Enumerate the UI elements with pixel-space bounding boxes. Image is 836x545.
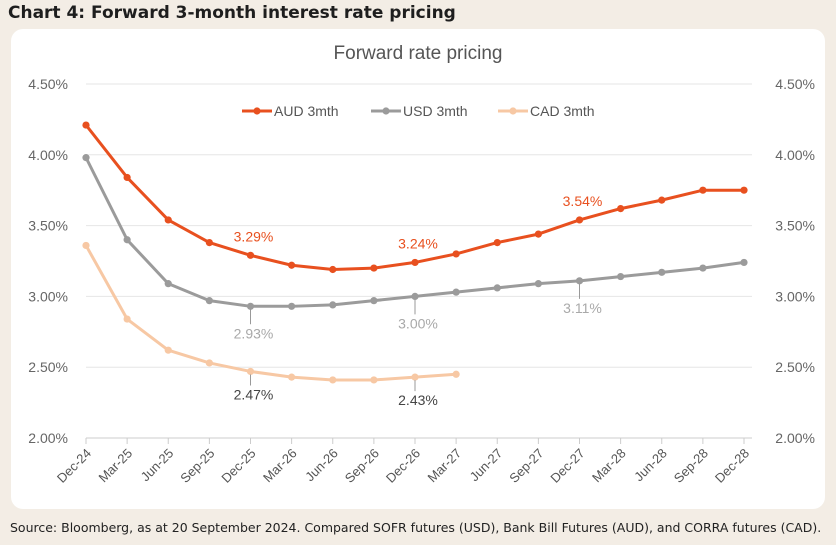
x-tick-label: Jun-27 (467, 446, 506, 485)
data-labels: 3.29% 3.24% 3.54% 2.93% 3.00% 3.11% 2.47% 2.43% (234, 193, 603, 408)
legend-label-aud: AUD 3mth (274, 103, 339, 119)
legend-marker-cad (509, 107, 517, 115)
data-point-aud (82, 121, 90, 129)
data-point-usd (411, 292, 419, 300)
y-tick-label-right: 4.50% (775, 76, 815, 92)
x-tick-label: Sep-28 (671, 446, 711, 486)
data-label-usd: 2.93% (234, 325, 274, 341)
chart-title: Forward rate pricing (334, 43, 503, 64)
data-point-usd (205, 297, 213, 305)
data-point-aud (493, 238, 501, 247)
data-point-usd (288, 302, 296, 310)
data-point-cad (82, 241, 90, 250)
data-point-cad (123, 315, 131, 323)
data-point-usd (123, 236, 131, 244)
data-point-usd (534, 280, 542, 288)
data-point-aud (740, 186, 748, 194)
source-note: Source: Bloomberg, as at 20 September 20… (10, 520, 822, 535)
x-tick-label: Sep-27 (506, 446, 546, 486)
y-tick-label-right: 4.00% (775, 147, 815, 163)
data-point-aud (575, 216, 584, 224)
x-tick-label: Mar-25 (96, 446, 136, 486)
data-point-usd (246, 302, 255, 310)
data-point-aud (370, 264, 378, 272)
data-point-usd (658, 268, 666, 276)
x-tick-label: Dec-24 (54, 446, 94, 486)
data-point-usd (329, 301, 337, 309)
data-label-usd: 3.00% (398, 315, 438, 331)
data-point-usd (740, 258, 748, 267)
x-tick-label: Dec-25 (218, 446, 258, 486)
data-point-cad (246, 367, 255, 376)
x-tick-label: Dec-28 (712, 446, 752, 486)
data-point-aud (617, 205, 625, 213)
x-tick-label: Mar-28 (589, 446, 629, 486)
x-tick-label: Jun-25 (138, 446, 177, 485)
y-tick-label-right: 2.50% (775, 359, 815, 375)
data-label-cad: 2.43% (398, 392, 438, 408)
x-tick-label: Sep-26 (342, 446, 382, 486)
x-tick-label: Jun-26 (302, 446, 341, 485)
y-tick-label-right: 3.00% (775, 288, 815, 304)
data-point-cad (329, 376, 337, 384)
data-point-aud (164, 216, 172, 224)
data-point-aud (452, 250, 460, 258)
data-point-cad (205, 359, 213, 367)
y-tick-label-left: 4.50% (28, 76, 68, 92)
y-tick-label-right: 3.50% (775, 218, 815, 234)
data-label-cad: 2.47% (234, 386, 274, 402)
y-tick-label-left: 4.00% (28, 147, 68, 163)
data-point-cad (411, 373, 419, 381)
legend-marker-aud (253, 107, 261, 115)
y-tick-label-left: 2.50% (28, 359, 68, 375)
data-point-cad (164, 346, 172, 354)
legend-label-usd: USD 3mth (403, 103, 468, 119)
data-point-aud (288, 261, 296, 269)
data-point-aud (699, 186, 707, 194)
data-point-cad (370, 376, 378, 384)
series-line-cad (84, 243, 458, 382)
data-point-aud (246, 251, 255, 259)
data-point-aud (658, 196, 666, 204)
legend-marker-usd (382, 107, 390, 115)
page-title: Chart 4: Forward 3-month interest rate p… (8, 3, 456, 23)
data-point-aud (534, 230, 542, 238)
x-tick-label: Sep-25 (177, 446, 217, 486)
data-point-usd (82, 154, 90, 162)
data-point-usd (575, 277, 584, 285)
data-point-aud (123, 173, 131, 182)
data-label-aud: 3.54% (563, 193, 603, 209)
y-tick-label-left: 3.50% (28, 218, 68, 234)
x-tick-label: Dec-26 (383, 446, 423, 486)
data-point-usd (370, 297, 378, 305)
data-point-cad (452, 370, 460, 378)
data-point-usd (493, 284, 501, 292)
data-point-usd (164, 280, 172, 288)
series-lines (82, 121, 748, 384)
data-point-aud (329, 265, 337, 274)
x-tick-label: Mar-27 (425, 446, 465, 486)
data-point-cad (288, 373, 296, 381)
data-point-usd (617, 272, 625, 281)
x-tick-label: Jun-28 (631, 446, 670, 485)
axes: 4.50% 4.50% 4.00% 4.00% 3.50% 3.50% 3.00% 3.00%… (28, 76, 815, 486)
data-point-usd (699, 264, 707, 272)
data-point-usd (452, 288, 460, 296)
series-line-usd (84, 156, 746, 308)
x-tick-label: Dec-27 (547, 446, 587, 486)
legend: AUD 3mth USD 3mth CAD 3mth (242, 103, 595, 119)
data-point-aud (205, 238, 213, 247)
data-label-usd: 3.11% (563, 300, 602, 316)
data-label-aud: 3.24% (398, 235, 438, 251)
data-label-aud: 3.29% (234, 228, 274, 244)
y-tick-label-left: 3.00% (28, 288, 68, 304)
data-point-aud (411, 258, 419, 267)
legend-label-cad: CAD 3mth (530, 103, 595, 119)
y-tick-label-right: 2.00% (775, 430, 815, 446)
y-tick-label-left: 2.00% (28, 430, 68, 446)
x-tick-label: Mar-26 (260, 446, 300, 486)
